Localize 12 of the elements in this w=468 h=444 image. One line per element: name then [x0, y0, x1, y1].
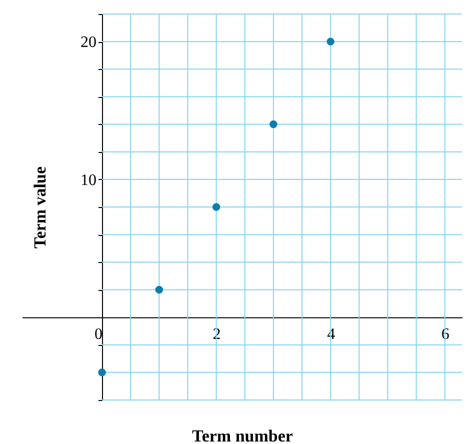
x-axis-title: Term number — [192, 426, 294, 444]
y-tick-label: 20 — [80, 34, 96, 52]
point — [155, 286, 164, 294]
point — [326, 38, 334, 46]
y-axis-title: Term value — [30, 166, 50, 249]
x-tick-label: 4 — [327, 326, 336, 343]
point — [98, 368, 106, 376]
point — [212, 203, 220, 211]
x-tick-label: 0 — [94, 326, 102, 343]
y-tick-label: 10 — [80, 172, 96, 189]
x-tick-label: 6 — [441, 326, 450, 343]
point — [270, 120, 278, 128]
